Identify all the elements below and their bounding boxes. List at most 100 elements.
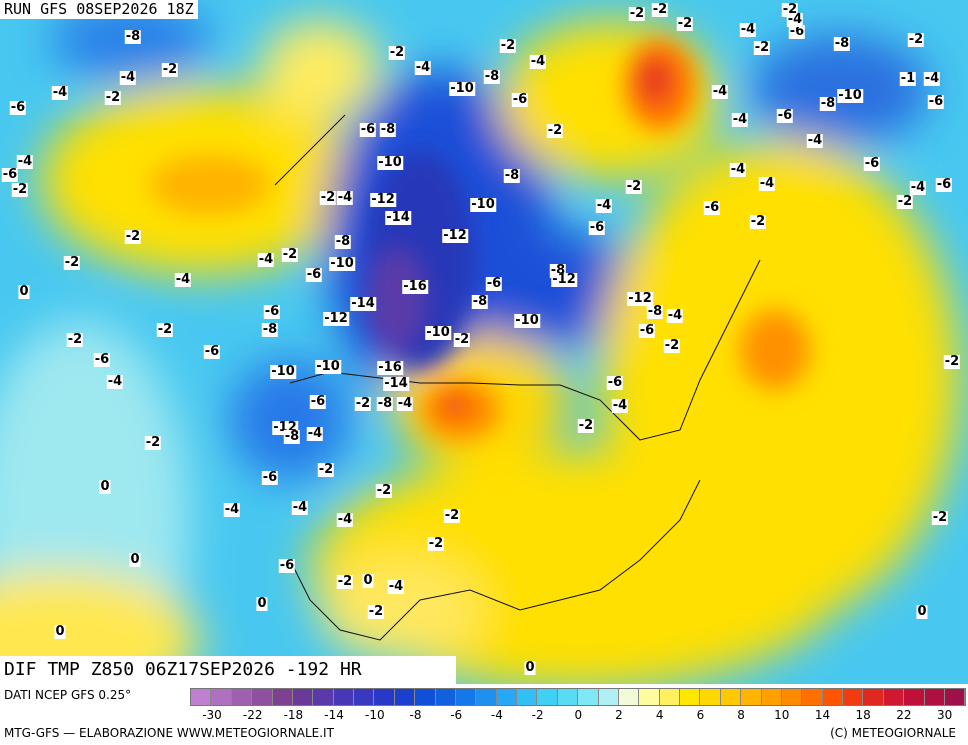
contour-label: -4: [529, 54, 547, 69]
contour-label: -2: [931, 510, 949, 525]
colorbar-swatch: [231, 689, 253, 705]
contour-label: -4: [711, 84, 729, 99]
colorbar-tick-label: -8: [409, 708, 422, 722]
contour-label: -14: [350, 296, 376, 311]
contour-label: -4: [731, 112, 749, 127]
contour-label: -2: [317, 462, 335, 477]
contour-label: -2: [907, 32, 925, 47]
colorbar-tick-label: -30: [202, 708, 222, 722]
contour-label: -8: [261, 322, 279, 337]
contour-label: -4: [739, 22, 757, 37]
contour-label: 0: [256, 596, 268, 611]
contour-label: -12: [551, 272, 577, 287]
contour-label: -2: [546, 123, 564, 138]
colorbar-swatch: [924, 689, 945, 705]
contour-label: -6: [606, 375, 624, 390]
colorbar-swatch: [394, 689, 416, 705]
contour-label: -10: [449, 81, 475, 96]
contour-label: 0: [524, 660, 536, 675]
contour-label: -10: [470, 197, 496, 212]
run-info: RUN GFS 08SEP2026 18Z: [0, 0, 198, 19]
contour-label: 0: [54, 624, 66, 639]
contour-label: -6: [638, 323, 656, 338]
colorbar-tick-label: 22: [896, 708, 912, 722]
colorbar-swatch: [618, 689, 640, 705]
contour-label: -6: [305, 267, 323, 282]
contour-label: -14: [385, 210, 411, 225]
contour-label: -2: [63, 255, 81, 270]
contour-label: -6: [278, 558, 296, 573]
contour-label: -6: [359, 122, 377, 137]
contour-label: -6: [788, 24, 806, 39]
contour-label: -4: [336, 190, 354, 205]
contour-label: -2: [749, 214, 767, 229]
contour-label: -8: [283, 429, 301, 444]
colorbar-swatch: [435, 689, 456, 705]
contour-label: -4: [223, 502, 241, 517]
contour-label: -4: [257, 252, 275, 267]
colorbar-tick-label: -4: [490, 708, 503, 722]
colorbar-tick-label: 4: [655, 708, 664, 722]
colorbar-tick-label: -10: [364, 708, 385, 722]
contour-label: -4: [666, 308, 684, 323]
contour-label: -4: [387, 579, 405, 594]
contour-label: -4: [729, 162, 747, 177]
colorbar-tick-label: -22: [242, 708, 263, 722]
contour-label: -14: [383, 376, 409, 391]
contour-label: -2: [663, 338, 681, 353]
contour-label: -4: [758, 176, 776, 191]
contour-label: 0: [129, 552, 141, 567]
map-field: [0, 0, 968, 684]
contour-label: -8: [124, 29, 142, 44]
contour-label: -4: [119, 70, 137, 85]
colorbar-tick-label: 0: [574, 708, 583, 722]
contour-label: -16: [402, 279, 428, 294]
contour-label: -6: [511, 92, 529, 107]
colorbar-swatch: [578, 689, 599, 705]
contour-label: -8: [833, 36, 851, 51]
contour-label: -2: [753, 40, 771, 55]
contour-label: -6: [309, 394, 327, 409]
contour-label: -16: [377, 360, 403, 375]
contour-label: -10: [329, 256, 355, 271]
contour-label: -2: [628, 6, 646, 21]
colorbar-swatch: [639, 689, 660, 705]
colorbar-swatch: [659, 689, 680, 705]
contour-label: -2: [499, 38, 517, 53]
contour-label: -4: [396, 396, 414, 411]
contour-label: -2: [104, 90, 122, 105]
colorbar-tick-label: -2: [531, 708, 544, 722]
colorbar-swatch: [191, 689, 212, 705]
contour-label: -2: [453, 332, 471, 347]
contour-label: -8: [471, 294, 489, 309]
map: -8 -2 -4 -4 -2 -6 -4 -6 -2 -2 -2 0 -4 -2 -2 -6 -4 -6 -2 0 0-…: [0, 0, 968, 684]
contour-label: -8: [503, 168, 521, 183]
contour-label: -2: [11, 182, 29, 197]
colorbar-tick-label: -6: [450, 708, 463, 722]
contour-label: -2: [156, 322, 174, 337]
contour-label: -4: [291, 500, 309, 515]
colorbar-swatch: [252, 689, 273, 705]
contour-label: -4: [174, 272, 192, 287]
colorbar-swatch: [802, 689, 823, 705]
contour-label: -2: [676, 16, 694, 31]
contour-label: -2: [577, 418, 595, 433]
colorbar-swatch: [313, 689, 334, 705]
colorbar-swatch: [415, 689, 436, 705]
contour-label: -1: [899, 71, 917, 86]
colorbar-swatch: [720, 689, 742, 705]
contour-label: -8: [376, 396, 394, 411]
contour-label: 0: [916, 604, 928, 619]
colorbar-swatch: [333, 689, 354, 705]
colorbar-swatch: [517, 689, 538, 705]
contour-label: -4: [106, 374, 124, 389]
contour-label: -6: [263, 304, 281, 319]
colorbar-tick-label: 6: [696, 708, 705, 722]
contour-label: -2: [66, 332, 84, 347]
copyright: (C) METEOGIORNALE: [830, 726, 956, 740]
colorbar-swatch: [557, 689, 579, 705]
contour-label: -8: [379, 122, 397, 137]
contour-label: -4: [595, 198, 613, 213]
contour-label: 0: [362, 573, 374, 588]
